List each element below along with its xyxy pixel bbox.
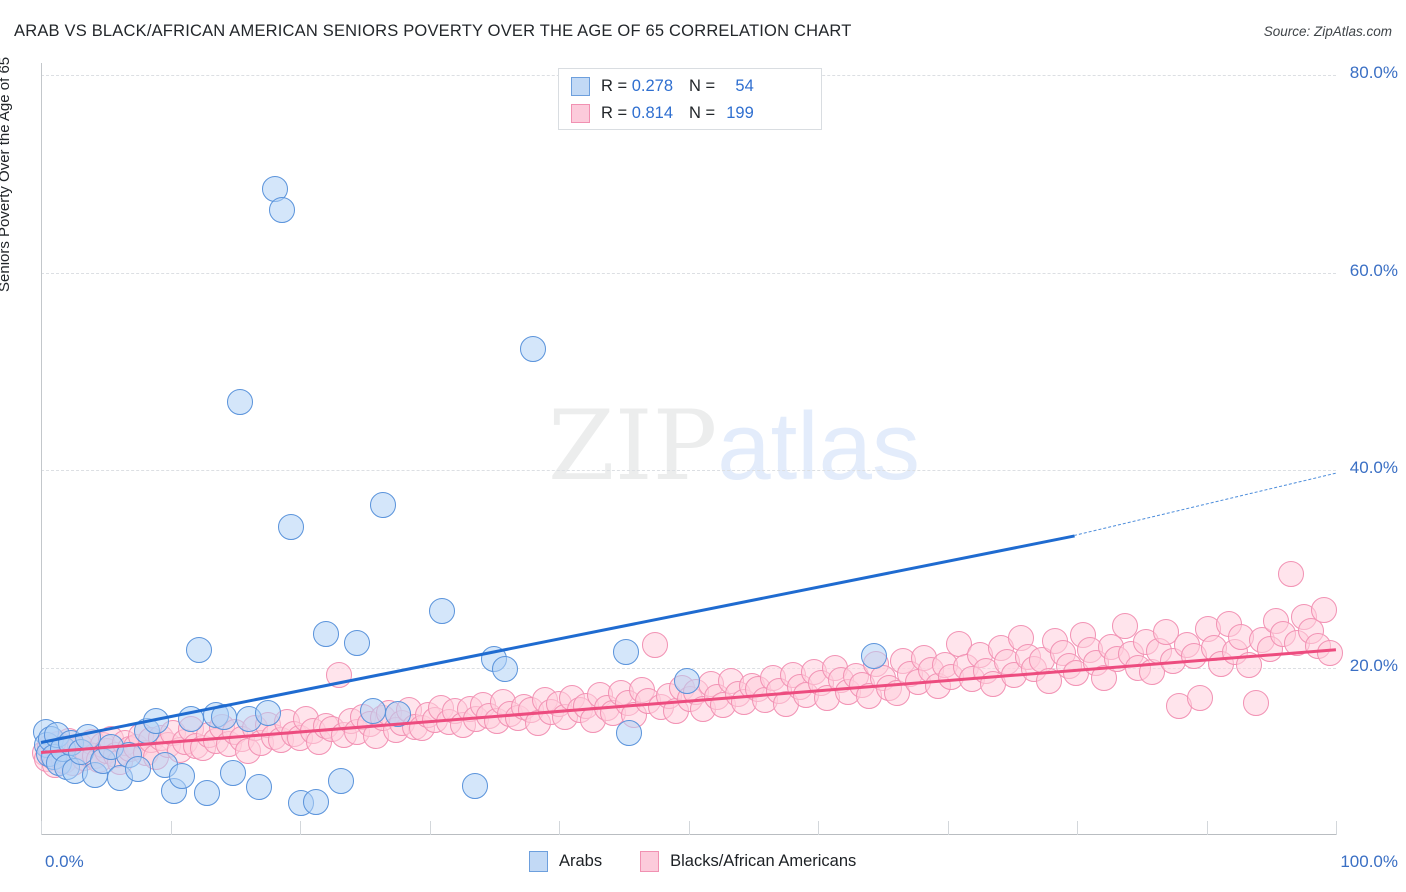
- correlation-text-blacks: R = 0.814 N = 199: [601, 103, 754, 122]
- y-tick-label-40: 40.0%: [1349, 458, 1398, 478]
- series-label-arabs: Arabs: [559, 852, 603, 870]
- x-tick-60: [818, 821, 819, 835]
- x-tick-40: [559, 821, 560, 835]
- y-tick-label-80: 80.0%: [1349, 63, 1398, 82]
- plot-area: [41, 63, 1336, 833]
- gridline-40: [41, 470, 1336, 472]
- x-tick-100: [1336, 821, 1337, 835]
- n-value-arabs: 54: [735, 76, 754, 95]
- correlation-legend: R = 0.278 N = 54 R = 0.814 N = 199: [558, 68, 822, 130]
- n-value-blacks: 199: [726, 103, 754, 122]
- series-legend-item-blacks[interactable]: Blacks/African Americans: [640, 851, 856, 872]
- y-axis-line: [41, 63, 42, 835]
- x-tick-90: [1206, 821, 1208, 835]
- x-tick-80: [1077, 821, 1078, 835]
- x-tick-10: [170, 821, 172, 835]
- page-title: ARAB VS BLACK/AFRICAN AMERICAN SENIORS P…: [14, 22, 852, 40]
- r-value-arabs: 0.278: [631, 76, 674, 95]
- legend-swatch-arabs-icon: [571, 76, 590, 96]
- x-axis-min-label: 0.0%: [45, 852, 84, 871]
- source-attribution: Source: ZipAtlas.com: [1263, 24, 1392, 39]
- series-swatch-arabs-icon: [529, 851, 548, 872]
- x-axis-max-label: 100.0%: [1340, 852, 1398, 871]
- series-swatch-blacks-icon: [640, 851, 660, 872]
- series-legend: Arabs Blacks/African Americans: [529, 851, 894, 872]
- y-tick-label-20: 20.0%: [1349, 656, 1398, 675]
- gridline-20: [41, 668, 1336, 669]
- correlation-row-blacks: R = 0.814 N = 199: [571, 99, 754, 127]
- x-tick-0: [41, 821, 42, 835]
- legend-swatch-blacks-icon: [571, 103, 590, 123]
- x-tick-70: [947, 821, 949, 835]
- gridline-60: [41, 272, 1336, 274]
- r-value-blacks: 0.814: [631, 103, 674, 122]
- series-label-blacks: Blacks/African Americans: [670, 852, 857, 870]
- series-legend-item-arabs[interactable]: Arabs: [529, 851, 602, 872]
- y-axis-title: Seniors Poverty Over the Age of 65: [0, 56, 13, 292]
- correlation-row-arabs: R = 0.278 N = 54: [571, 72, 754, 100]
- y-tick-label-60: 60.0%: [1349, 260, 1398, 280]
- x-tick-50: [688, 821, 690, 835]
- x-tick-20: [300, 821, 301, 835]
- x-tick-30: [429, 821, 431, 835]
- correlation-text-arabs: R = 0.278 N = 54: [601, 76, 754, 95]
